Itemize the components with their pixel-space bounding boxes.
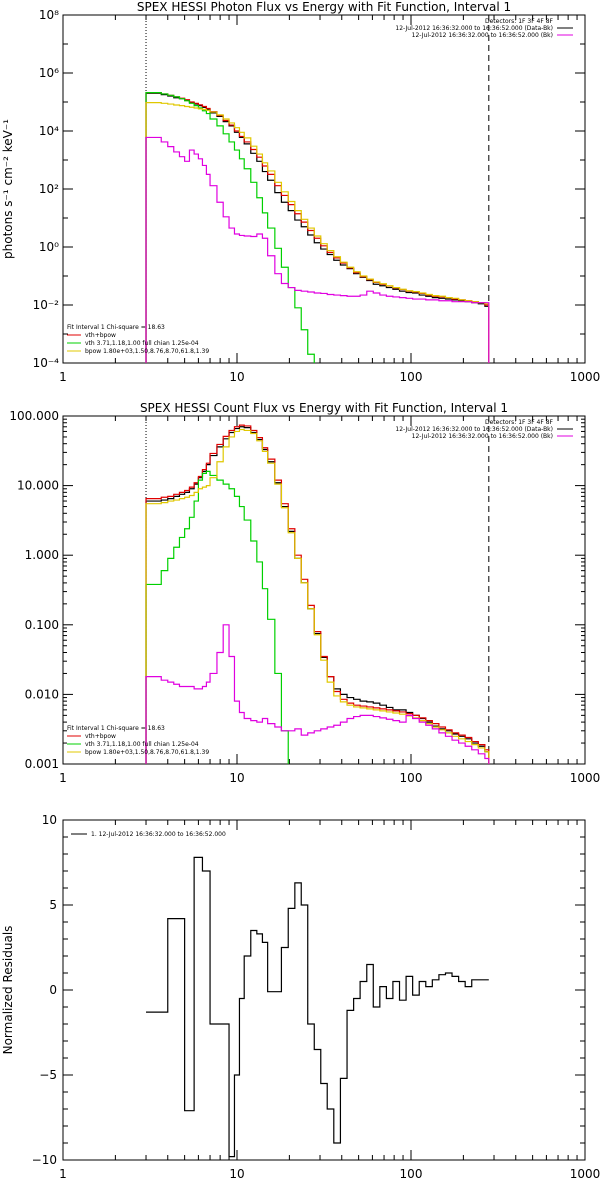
series-4-line — [145, 136, 490, 363]
y-tick-label: 0.010 — [25, 687, 59, 701]
legend-text: Detectors: 1F 3F 4F 8F — [485, 18, 554, 25]
x-tick-label: 1000 — [570, 771, 600, 785]
series-4-line — [145, 624, 490, 764]
y-tick-label: −5 — [39, 1068, 57, 1082]
y-tick-label: 10⁻² — [33, 298, 60, 312]
x-tick-label: 10 — [229, 370, 244, 384]
legend-text: bpow 1.80e+03,1.50,8.76,8.70,61.8,1.39 — [85, 348, 209, 355]
x-tick-label: 10 — [229, 1167, 244, 1181]
x-tick-label: 1000 — [570, 1167, 600, 1181]
legend-text: Fit Interval 1 Chi-square = 18.63 — [67, 324, 165, 331]
legend-text: Detectors: 1F 3F 4F 8F — [485, 419, 554, 426]
x-tick-label: 1 — [59, 370, 67, 384]
legend-text: Fit Interval 1 Chi-square = 18.63 — [67, 725, 165, 732]
series-1-line — [145, 424, 490, 764]
y-tick-label: 0.100 — [25, 618, 59, 632]
legend-text: 12-Jul-2012 16:36:32.000 to 16:36:52.000… — [412, 433, 553, 440]
legend-text: vth+bpow — [85, 332, 116, 339]
plot-frame — [62, 415, 586, 765]
y-tick-label: 10² — [39, 182, 59, 196]
y-tick-label: −10 — [32, 1153, 57, 1167]
x-tick-label: 10 — [229, 771, 244, 785]
y-tick-label: 10⁸ — [39, 8, 59, 22]
y-tick-label: 0 — [49, 983, 57, 997]
y-tick-label: 10.000 — [17, 479, 59, 493]
legend-text: 12-Jul-2012 16:36:32.000 to 16:36:52.000… — [395, 25, 553, 32]
y-tick-label: 10 — [42, 813, 57, 827]
series-0-line — [146, 856, 489, 1158]
series-3-line — [145, 428, 490, 764]
x-tick-label: 1 — [59, 771, 67, 785]
chart-title: SPEX HESSI Count Flux vs Energy with Fit… — [140, 401, 508, 415]
x-tick-label: 100 — [400, 1167, 423, 1181]
series-0-line — [145, 426, 490, 764]
panel-resid: 1 10 100 1000 −10 −5 0 5 10 Normalized Residuals 1… — [1, 813, 600, 1181]
series-3-line — [145, 102, 490, 363]
y-tick-label: 1.000 — [25, 548, 59, 562]
y-tick-label: 5 — [49, 898, 57, 912]
y-tick-label: 10⁴ — [39, 124, 59, 138]
plot-frame — [62, 819, 586, 1161]
x-tick-label: 100 — [400, 370, 423, 384]
series-0-line — [145, 92, 490, 363]
legend-text: 12-Jul-2012 16:36:32.000 to 16:36:52.000… — [412, 32, 553, 39]
y-axis-label: Normalized Residuals — [1, 926, 15, 1055]
y-tick-label: 10⁻⁴ — [33, 356, 60, 370]
x-tick-label: 1000 — [570, 370, 600, 384]
y-tick-label: 10⁶ — [39, 66, 59, 80]
legend-text: vth+bpow — [85, 733, 116, 740]
legend-text: vth 3.71,1.18,1.00 full chian 1.25e-04 — [85, 340, 199, 347]
legend-text: 1. 12-Jul-2012 16:36:32.000 to 16:36:52.… — [91, 831, 226, 838]
chart-title: SPEX HESSI Photon Flux vs Energy with Fi… — [137, 0, 511, 14]
y-tick-label: 10⁰ — [39, 240, 59, 254]
series-1-line — [145, 92, 490, 363]
y-tick-label: 100.000 — [9, 409, 59, 423]
plot-frame — [62, 14, 586, 364]
legend-text: vth 3.71,1.18,1.00 full chian 1.25e-04 — [85, 741, 199, 748]
series-2-line — [145, 470, 289, 764]
panel-photon: SPEX HESSI Photon Flux vs Energy with Fi… — [1, 0, 600, 384]
y-tick-label: 0.001 — [25, 757, 59, 771]
panel-count: SPEX HESSI Count Flux vs Energy with Fit… — [9, 401, 600, 785]
x-tick-label: 100 — [400, 771, 423, 785]
y-axis-label: photons s⁻¹ cm⁻² keV⁻¹ — [1, 119, 15, 259]
x-tick-label: 1 — [59, 1167, 67, 1181]
legend-text: bpow 1.80e+03,1.50,8.76,8.70,61.8,1.39 — [85, 749, 209, 756]
legend-text: 12-Jul-2012 16:36:32.000 to 16:36:52.000… — [395, 426, 553, 433]
